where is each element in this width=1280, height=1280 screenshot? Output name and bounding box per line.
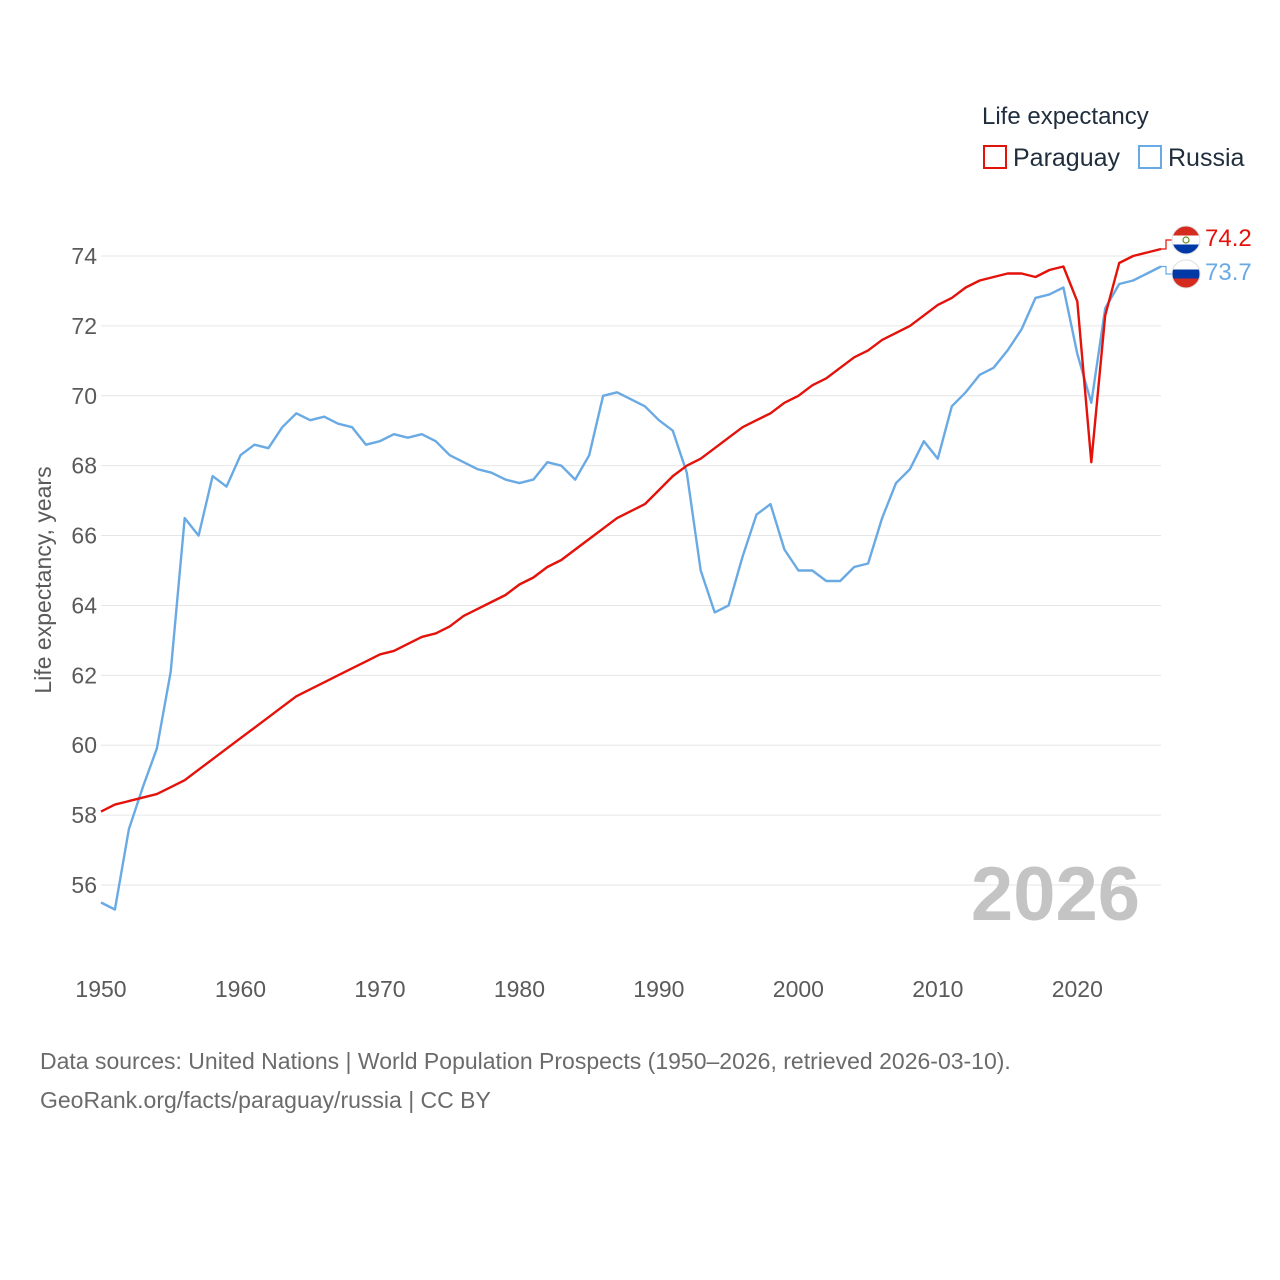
legend-label-russia[interactable]: Russia xyxy=(1168,144,1245,172)
series-line-paraguay[interactable] xyxy=(100,247,1162,813)
end-label-russia: 73.7 xyxy=(1205,259,1252,286)
line-chart: 56 58 60 62 64 66 68 70 72 74 1950 1960 1970 1980 199… xyxy=(30,103,1252,1002)
x-tick-label: 2020 xyxy=(1052,976,1103,1002)
legend-title: Life expectancy xyxy=(982,103,1149,130)
x-tick-label: 2000 xyxy=(773,976,824,1002)
y-axis-ticks: 56 58 60 62 64 66 68 70 72 74 xyxy=(71,243,97,898)
legend[interactable]: Life expectancy Paraguay Russia xyxy=(982,103,1245,172)
paraguay-flag-icon xyxy=(1171,225,1201,255)
y-tick-label: 66 xyxy=(71,523,97,549)
x-axis-ticks: 1950 1960 1970 1980 1990 2000 2010 2020 xyxy=(75,976,1102,1002)
legend-swatch-paraguay[interactable] xyxy=(983,145,1007,169)
y-tick-label: 74 xyxy=(71,243,97,269)
y-axis-title: Life expectancy, years xyxy=(30,466,56,693)
source-line-2[interactable]: GeoRank.org/facts/paraguay/russia | CC B… xyxy=(40,1087,491,1113)
y-tick-label: 68 xyxy=(71,453,97,479)
end-leader-paraguay xyxy=(1161,239,1172,250)
y-tick-label: 58 xyxy=(71,802,97,828)
x-tick-label: 1970 xyxy=(354,976,405,1002)
y-tick-label: 72 xyxy=(71,313,97,339)
x-tick-label: 1980 xyxy=(494,976,545,1002)
x-tick-label: 1990 xyxy=(633,976,684,1002)
y-tick-label: 60 xyxy=(71,732,97,758)
y-tick-label: 70 xyxy=(71,383,97,409)
x-tick-label: 1950 xyxy=(75,976,126,1002)
legend-swatch-russia[interactable] xyxy=(1138,145,1162,169)
x-tick-label: 2010 xyxy=(912,976,963,1002)
source-line-1: Data sources: United Nations | World Pop… xyxy=(40,1048,1011,1074)
end-leader-russia xyxy=(1161,265,1172,275)
y-tick-label: 56 xyxy=(71,872,97,898)
current-year-label: 2026 xyxy=(971,852,1140,937)
series-line-russia[interactable] xyxy=(100,265,1162,911)
legend-label-paraguay[interactable]: Paraguay xyxy=(1013,144,1121,172)
gridlines xyxy=(101,255,1161,886)
series-lines xyxy=(100,247,1162,911)
y-tick-label: 62 xyxy=(71,662,97,688)
russia-flag-icon xyxy=(1171,259,1201,289)
x-tick-label: 1960 xyxy=(215,976,266,1002)
y-tick-label: 64 xyxy=(71,592,97,618)
end-label-paraguay: 74.2 xyxy=(1205,225,1252,252)
source-note: Data sources: United Nations | World Pop… xyxy=(40,1042,1011,1120)
